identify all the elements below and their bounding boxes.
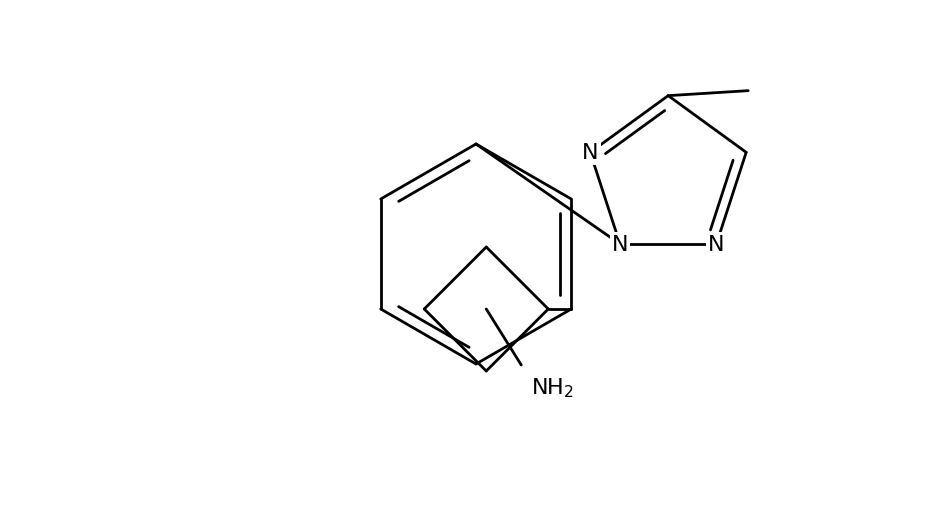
Text: N: N	[612, 235, 628, 254]
Text: N: N	[612, 235, 628, 254]
Text: N: N	[582, 143, 599, 163]
Text: N: N	[582, 143, 599, 163]
Text: NH$_2$: NH$_2$	[531, 376, 574, 399]
Text: N: N	[708, 235, 724, 254]
Text: N: N	[708, 235, 724, 254]
